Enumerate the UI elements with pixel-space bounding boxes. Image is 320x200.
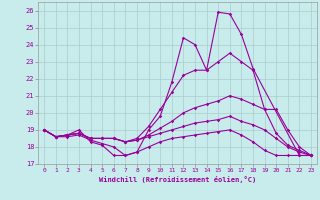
X-axis label: Windchill (Refroidissement éolien,°C): Windchill (Refroidissement éolien,°C) [99, 176, 256, 183]
